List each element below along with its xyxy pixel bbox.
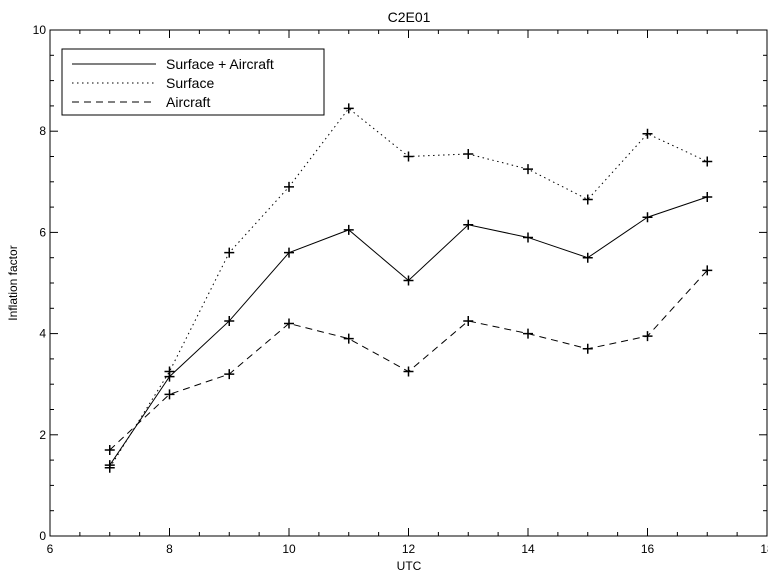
chart-title: C2E01 <box>388 9 431 25</box>
data-point-plus-marker <box>224 369 235 380</box>
data-point-plus-marker <box>642 331 653 342</box>
data-point-plus-marker <box>343 103 354 114</box>
y-tick-label: 4 <box>39 327 46 341</box>
data-point-plus-marker <box>224 247 235 258</box>
data-point-plus-marker <box>702 191 713 202</box>
x-tick-label: 18 <box>760 542 768 556</box>
series-1 <box>104 191 713 471</box>
x-tick-label: 6 <box>47 542 54 556</box>
data-point-plus-marker <box>224 315 235 326</box>
axis-ticks: 6 8 10 12 14 16 18 0 2 4 6 8 10 <box>33 23 768 556</box>
y-tick-label: 10 <box>33 23 47 37</box>
x-tick-label: 8 <box>166 542 173 556</box>
data-point-plus-marker <box>523 164 533 175</box>
data-point-plus-marker <box>403 275 414 286</box>
y-tick-label: 2 <box>39 428 46 442</box>
x-tick-label: 12 <box>402 542 416 556</box>
x-tick-label: 10 <box>282 542 296 556</box>
data-point-plus-marker <box>284 181 294 192</box>
legend-box <box>61 48 325 116</box>
data-point-plus-marker <box>104 462 115 473</box>
x-tick-label: 14 <box>521 542 535 556</box>
data-point-plus-marker <box>582 252 593 263</box>
legend-label: Surface + Aircraft <box>166 56 274 72</box>
data-point-plus-marker <box>463 219 474 230</box>
data-point-plus-marker <box>523 328 533 339</box>
x-tick-label: 16 <box>641 542 655 556</box>
series-2 <box>104 103 713 473</box>
data-point-plus-marker <box>284 318 294 329</box>
data-point-plus-marker <box>523 232 533 243</box>
series-line <box>109 196 708 466</box>
data-point-plus-marker <box>284 247 294 258</box>
y-tick-label: 8 <box>39 124 46 138</box>
x-axis-title: UTC <box>397 559 422 573</box>
data-point-plus-marker <box>702 265 713 276</box>
data-point-plus-marker <box>343 224 354 235</box>
data-point-plus-marker <box>642 128 653 139</box>
data-point-plus-marker <box>463 315 474 326</box>
series-line <box>109 107 708 468</box>
data-point-plus-marker <box>104 444 115 455</box>
legend-label: Aircraft <box>166 94 210 110</box>
series-3 <box>104 265 713 455</box>
y-tick-label: 6 <box>39 225 46 239</box>
legend: Surface + Aircraft Surface Aircraft <box>61 48 325 116</box>
series-line <box>109 270 708 451</box>
y-axis-title: Inflation factor <box>6 245 20 320</box>
data-point-plus-marker <box>403 366 414 377</box>
data-point-plus-marker <box>702 156 713 167</box>
legend-label: Surface <box>166 75 214 91</box>
data-point-plus-marker <box>582 343 593 354</box>
data-point-plus-marker <box>642 212 653 223</box>
y-tick-label: 0 <box>39 529 46 543</box>
data-point-plus-marker <box>343 333 354 344</box>
data-point-plus-marker <box>403 151 414 162</box>
data-point-plus-marker <box>164 389 175 400</box>
data-point-plus-marker <box>463 148 474 159</box>
series-layer <box>104 103 713 473</box>
data-point-plus-marker <box>582 194 593 205</box>
data-point-plus-marker <box>164 366 175 377</box>
